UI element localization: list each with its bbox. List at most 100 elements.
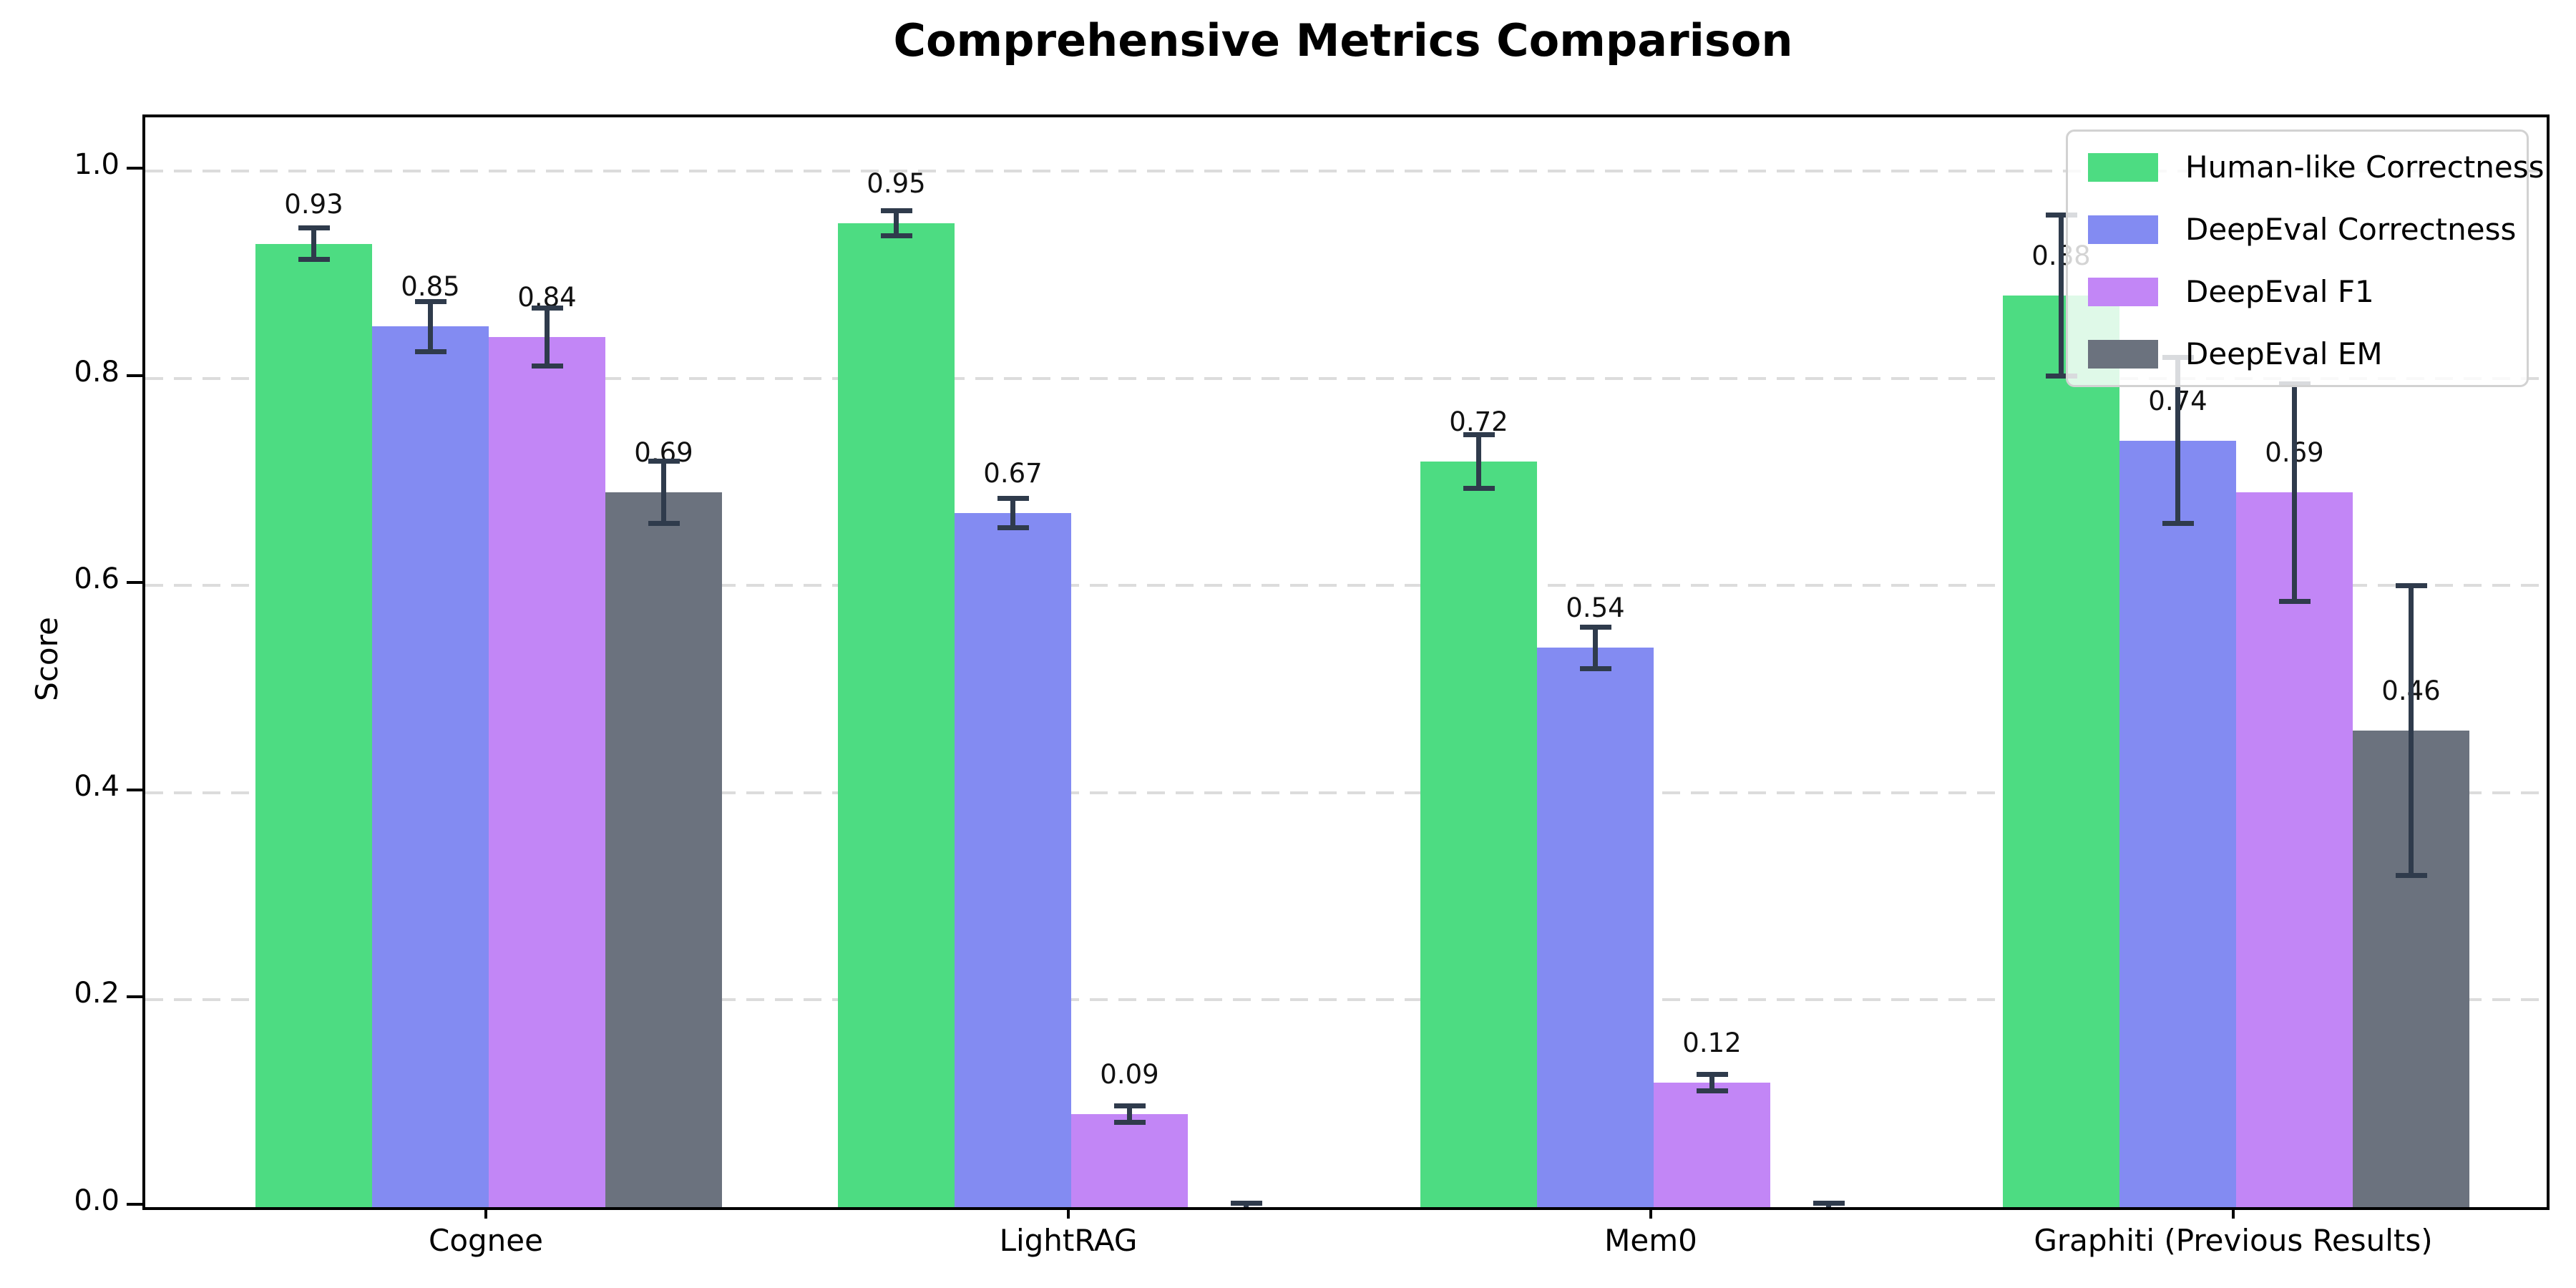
bar — [2119, 440, 2236, 1207]
y-tick-label: 0.2 — [74, 977, 119, 1010]
y-tick-label: 0.0 — [74, 1184, 119, 1217]
legend: Human-like Correctness DeepEval Correctne… — [2066, 130, 2545, 387]
legend-item: DeepEval F1 — [2088, 260, 2527, 323]
x-tick-label: Graphiti (Previous Results) — [2034, 1223, 2433, 1258]
bar-value-label: 0.54 — [1566, 592, 1625, 624]
legend-swatch — [2088, 215, 2158, 244]
gridline — [145, 791, 2547, 794]
x-tick-label: Mem0 — [1604, 1223, 1697, 1258]
error-bar — [2292, 384, 2297, 602]
y-tick — [127, 374, 142, 377]
y-tick-label: 0.6 — [74, 562, 119, 596]
y-tick — [127, 995, 142, 999]
legend-label: DeepEval EM — [2185, 336, 2383, 371]
gridline — [145, 376, 2547, 380]
bar — [255, 243, 372, 1207]
bar-value-label: 0.72 — [1449, 406, 1508, 437]
legend-item: DeepEval Correctness — [2088, 198, 2527, 260]
error-bar — [428, 301, 433, 352]
x-tick-label: Cognee — [429, 1223, 543, 1258]
error-bar-cap — [997, 496, 1029, 502]
error-bar — [1127, 1106, 1132, 1123]
y-tick — [127, 1203, 142, 1206]
bar-value-label: 0.95 — [867, 167, 926, 199]
x-tick — [484, 1207, 487, 1219]
error-bar — [2409, 585, 2414, 876]
error-bar-cap — [1813, 1200, 1845, 1206]
legend-item: DeepEval EM — [2088, 323, 2527, 385]
legend-swatch — [2088, 152, 2158, 182]
bar-value-label: 0.09 — [1100, 1058, 1159, 1090]
bar — [1654, 1083, 1770, 1207]
y-tick — [127, 581, 142, 585]
gridline — [145, 584, 2547, 587]
legend-label: DeepEval F1 — [2185, 274, 2374, 309]
error-bar-cap — [298, 225, 330, 231]
error-bar — [1010, 498, 1015, 528]
error-bar-cap — [531, 363, 563, 369]
error-bar-cap — [1113, 1103, 1146, 1108]
bar-value-label: 0.93 — [284, 188, 343, 220]
gridline — [145, 998, 2547, 1002]
gridline — [145, 170, 2547, 173]
error-bar-cap — [531, 305, 563, 311]
legend-item: Human-like Correctness — [2088, 136, 2545, 198]
bar — [489, 336, 605, 1207]
error-bar — [894, 210, 899, 236]
y-tick — [127, 167, 142, 170]
error-bar — [545, 308, 550, 366]
error-bar-cap — [2045, 374, 2077, 379]
error-bar-cap — [1230, 1200, 1262, 1206]
x-tick — [2232, 1207, 2235, 1219]
bar-value-label: 0.85 — [401, 271, 460, 303]
error-bar — [1709, 1074, 1714, 1091]
error-bar — [2175, 357, 2180, 524]
bar — [605, 492, 722, 1207]
bar — [955, 513, 1071, 1207]
legend-swatch — [2088, 277, 2158, 306]
x-tick-label: LightRAG — [999, 1223, 1138, 1258]
error-bar-cap — [648, 521, 680, 527]
error-bar — [1593, 627, 1598, 669]
error-bar — [2059, 215, 2064, 376]
error-bar-cap — [298, 256, 330, 262]
bar-value-label: 0.12 — [1682, 1028, 1742, 1059]
error-bar-cap — [2395, 873, 2427, 879]
error-bar-cap — [997, 525, 1029, 530]
x-tick — [1067, 1207, 1070, 1219]
chart-title: Comprehensive Metrics Comparison — [893, 14, 1793, 67]
y-tick-label: 0.8 — [74, 355, 119, 389]
error-bar-cap — [1813, 1209, 1845, 1210]
error-bar-cap — [1463, 431, 1495, 437]
error-bar — [1476, 434, 1481, 489]
error-bar-cap — [1113, 1119, 1146, 1125]
error-bar-cap — [1579, 665, 1611, 671]
legend-label: DeepEval Correctness — [2185, 212, 2517, 247]
bar — [2236, 492, 2353, 1207]
bar — [838, 223, 955, 1207]
bar — [1537, 648, 1654, 1207]
error-bar-cap — [648, 459, 680, 464]
error-bar-cap — [414, 299, 447, 305]
error-bar-cap — [2278, 598, 2311, 604]
y-tick-label: 0.4 — [74, 769, 119, 803]
error-bar-cap — [414, 348, 447, 354]
y-tick — [127, 788, 142, 791]
error-bar-cap — [880, 233, 912, 238]
error-bar-cap — [880, 208, 912, 213]
error-bar — [311, 228, 316, 260]
legend-label: Human-like Correctness — [2185, 150, 2545, 185]
bar — [1071, 1113, 1188, 1207]
error-bar-cap — [1696, 1072, 1728, 1078]
error-bar-cap — [2162, 521, 2194, 527]
x-tick — [1649, 1207, 1652, 1219]
error-bar-cap — [1231, 1209, 1262, 1210]
bar — [2003, 296, 2119, 1207]
error-bar-cap — [1696, 1088, 1728, 1094]
bar — [372, 326, 489, 1207]
y-tick-label: 1.0 — [74, 148, 119, 182]
error-bar-cap — [1579, 624, 1611, 630]
bar — [1420, 461, 1537, 1207]
error-bar-cap — [2045, 212, 2077, 218]
